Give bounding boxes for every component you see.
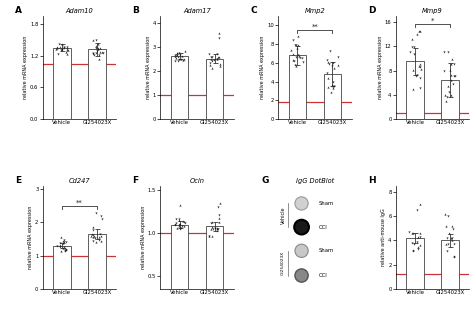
Y-axis label: relative anti-mouse IgG: relative anti-mouse IgG bbox=[381, 209, 386, 266]
Title: Mmp2: Mmp2 bbox=[304, 8, 325, 14]
Title: Adam17: Adam17 bbox=[183, 8, 211, 14]
Text: GI254023X: GI254023X bbox=[281, 251, 285, 275]
Bar bbox=[88, 234, 106, 289]
Text: H: H bbox=[368, 176, 375, 185]
Bar bbox=[206, 59, 223, 119]
Text: CCI: CCI bbox=[319, 273, 327, 278]
Text: Sham: Sham bbox=[319, 201, 334, 206]
Bar bbox=[406, 62, 424, 119]
Y-axis label: relative mRNA expression: relative mRNA expression bbox=[378, 36, 383, 99]
Title: Cd247: Cd247 bbox=[69, 178, 90, 184]
Text: CCI: CCI bbox=[319, 225, 327, 230]
Ellipse shape bbox=[294, 220, 309, 234]
Bar bbox=[406, 238, 424, 289]
Ellipse shape bbox=[295, 244, 308, 257]
Text: D: D bbox=[368, 6, 375, 15]
Bar bbox=[289, 55, 306, 119]
Text: C: C bbox=[250, 6, 257, 15]
Bar bbox=[441, 240, 459, 289]
Ellipse shape bbox=[295, 269, 308, 282]
Text: Sham: Sham bbox=[319, 248, 334, 253]
Text: *: * bbox=[431, 18, 434, 24]
Title: Mmp9: Mmp9 bbox=[422, 8, 443, 14]
Bar bbox=[206, 226, 223, 319]
Bar bbox=[441, 80, 459, 119]
Title: Adam10: Adam10 bbox=[65, 8, 93, 14]
Text: Vehicle: Vehicle bbox=[281, 206, 286, 224]
Text: A: A bbox=[15, 6, 22, 15]
Title: IgG DotBlot: IgG DotBlot bbox=[296, 178, 334, 184]
Bar bbox=[171, 225, 188, 319]
Text: **: ** bbox=[76, 200, 83, 206]
Text: G: G bbox=[262, 176, 269, 185]
Text: **: ** bbox=[311, 24, 318, 30]
Text: F: F bbox=[132, 176, 138, 185]
Text: E: E bbox=[15, 176, 21, 185]
Bar bbox=[171, 56, 188, 119]
Y-axis label: relative mRNA expression: relative mRNA expression bbox=[23, 36, 28, 99]
Bar bbox=[53, 246, 71, 289]
Y-axis label: relative mRNA expression: relative mRNA expression bbox=[146, 36, 151, 99]
Ellipse shape bbox=[295, 197, 308, 210]
Text: B: B bbox=[132, 6, 139, 15]
Title: Ocln: Ocln bbox=[190, 178, 205, 184]
Y-axis label: relative mRNA expression: relative mRNA expression bbox=[260, 36, 265, 99]
Y-axis label: relative mRNA expression: relative mRNA expression bbox=[28, 206, 33, 269]
Bar bbox=[53, 48, 71, 119]
Bar bbox=[88, 49, 106, 119]
Bar bbox=[324, 74, 341, 119]
Y-axis label: relative mRNA expression: relative mRNA expression bbox=[141, 206, 146, 269]
